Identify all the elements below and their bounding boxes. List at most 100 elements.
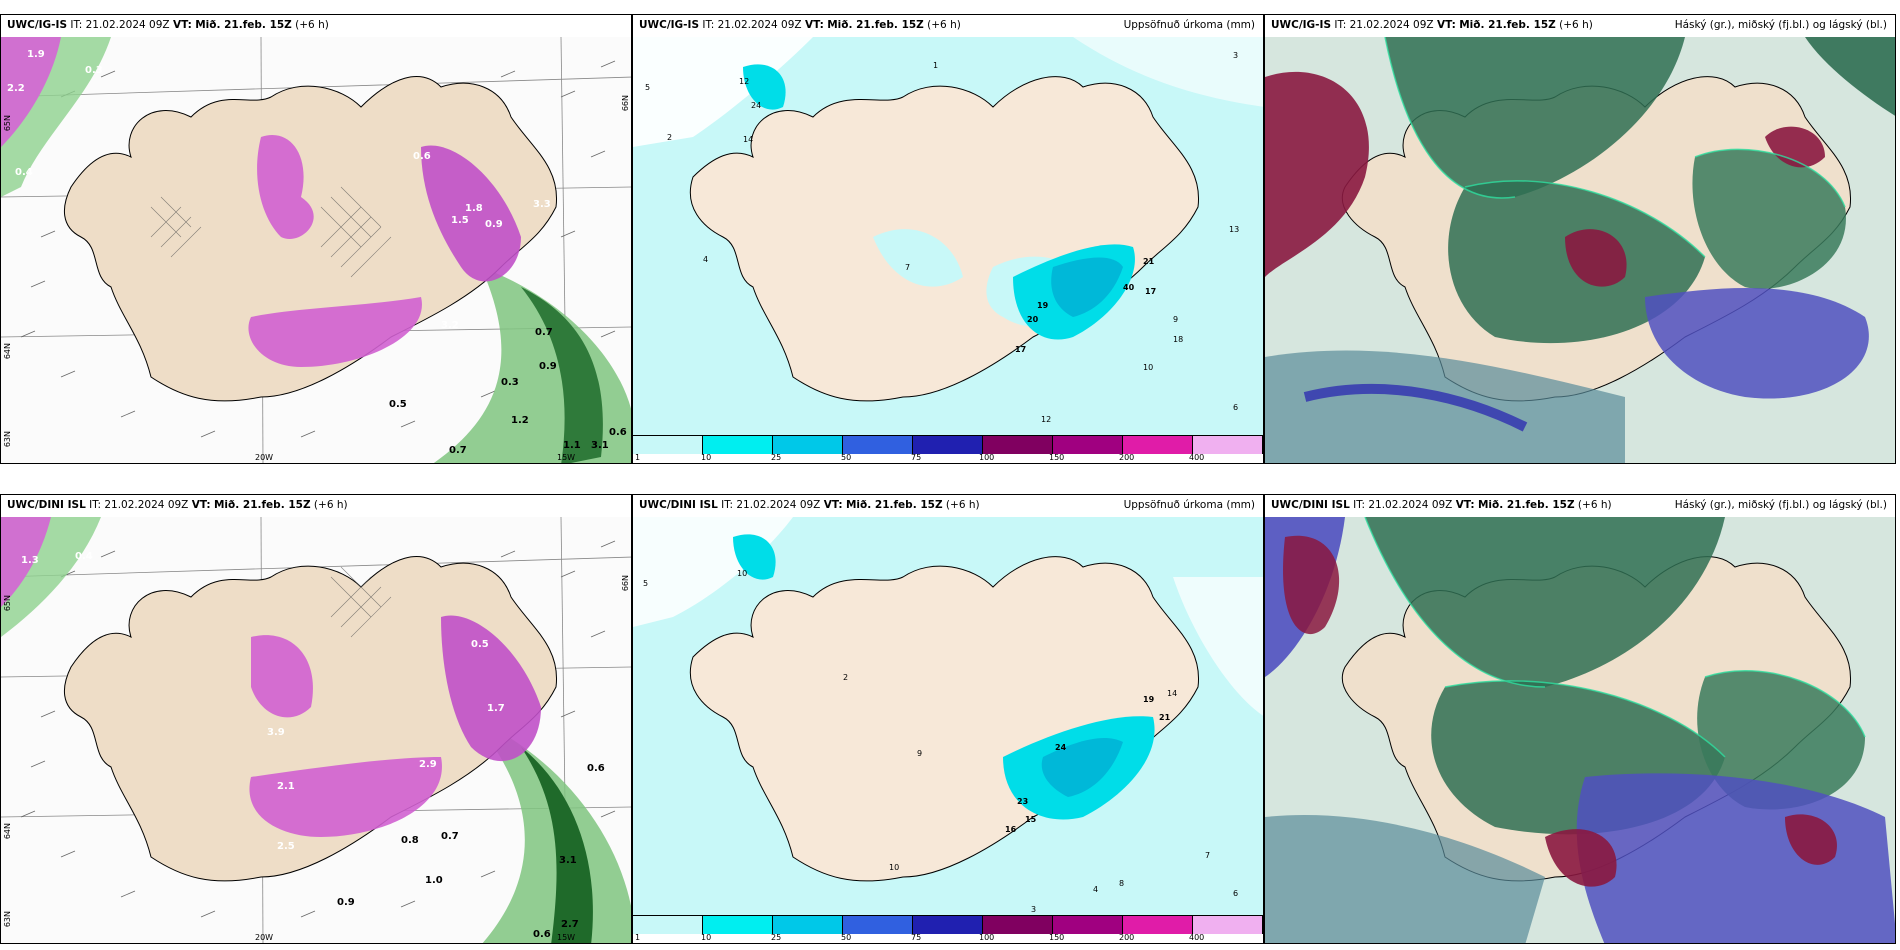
colorbar-tick: 75 [911,453,922,462]
init-time: IT: 21.02.2024 09Z [1334,19,1434,31]
panel-header: UWC/DINI ISL IT: 21.02.2024 09Z VT: Mið.… [1,495,631,517]
wind-precip-map [1,37,631,463]
wind-value-label: 0.5 [389,399,407,410]
precip-value-label: 21 [1159,713,1171,722]
precip-value-label: 10 [1143,363,1154,372]
precip-value-label: 17 [1145,287,1157,296]
map-title: Háský (gr.), miðský (fj.bl.) og lágský (… [1674,19,1887,31]
wind-value-label: 0.4 [15,167,33,178]
colorbar-swatch [1053,436,1123,454]
precip-value-label: 18 [1173,335,1184,344]
wind-value-label: 3.3 [533,199,551,210]
lat-label: 66N [621,575,630,592]
colorbar-swatch [773,916,843,934]
wind-map-panel-dini: UWC/DINI ISL IT: 21.02.2024 09Z VT: Mið.… [0,494,632,944]
colorbar-tick: 200 [1119,453,1135,462]
precip-value-label: 3 [1031,905,1037,914]
colorbar-tick: 100 [979,933,995,942]
lat-label: 63N [3,431,12,448]
precip-value-label: 10 [737,569,748,578]
colorbar-swatch [1123,916,1193,934]
colorbar-tick: 200 [1119,933,1135,942]
precip-value-label: 23 [1017,797,1029,806]
precip-value-label: 3 [1233,51,1239,60]
lead-time: (+6 h) [927,19,961,31]
wind-value-label: 1.7 [487,703,505,714]
lat-label: 66N [621,95,630,112]
map-title: Uppsöfnuð úrkoma (mm) [1123,19,1255,31]
precip-value-label: 20 [1027,315,1039,324]
wind-value-label: 1.0 [425,875,443,886]
lon-label: 15W [557,933,576,942]
valid-time: Mið. 21.feb. 15Z [1459,19,1556,31]
valid-time: Mið. 21.feb. 15Z [195,19,292,31]
init-time: IT: 21.02.2024 09Z [70,19,170,31]
wind-value-label: 0.5 [471,639,489,650]
colorbar-tick: 50 [841,933,852,942]
lon-label: 20W [255,933,274,942]
precip-value-label: 4 [1093,885,1099,894]
precip-value-label: 9 [917,749,923,758]
panel-header: UWC/IG-IS IT: 21.02.2024 09Z VT: Mið. 21… [633,15,1263,37]
colorbar-swatch [703,916,773,934]
cloud-cover-map [1265,37,1895,463]
precip-value-label: 19 [1037,301,1049,310]
precip-value-label: 13 [1229,225,1240,234]
lon-label: 15W [557,453,576,462]
lat-label: 65N [3,595,12,612]
lead-time: (+6 h) [1577,499,1612,511]
precip-map [633,37,1263,435]
cloud-map-panel-dini: UWC/DINI ISL IT: 21.02.2024 09Z VT: Mið.… [1264,494,1896,944]
precip-value-label: 10 [889,863,900,872]
valid-time: Mið. 21.feb. 15Z [1477,499,1575,511]
precip-value-label: 8 [1119,879,1125,888]
valid-time-label: VT: [823,499,843,511]
wind-value-label: 2.5 [277,841,295,852]
valid-time-label: VT: [191,499,211,511]
wind-value-label: 0.6 [609,427,627,438]
colorbar-tick: 150 [1049,933,1065,942]
panel-header: UWC/IG-IS IT: 21.02.2024 09Z VT: Mið. 21… [1,15,631,37]
cloud-map-panel-igis: UWC/IG-IS IT: 21.02.2024 09Z VT: Mið. 21… [1264,14,1896,464]
valid-time-label: VT: [804,19,824,31]
precip-map-panel-dini: UWC/DINI ISL IT: 21.02.2024 09Z VT: Mið.… [632,494,1264,944]
wind-value-label: 1.9 [27,49,45,60]
wind-value-label: 0.7 [441,831,459,842]
precip-value-label: 14 [743,135,754,144]
valid-time-label: VT: [1436,19,1456,31]
colorbar-swatch [633,436,703,454]
wind-value-label: 0.3 [85,65,103,76]
model-label: UWC/IG-IS [639,19,700,31]
precip-value-label: 7 [905,263,911,272]
colorbar-tick: 10 [701,453,712,462]
wind-value-label: 2.2 [7,83,25,94]
wind-value-label: 0.9 [337,897,355,908]
wind-value-label: 0.7 [535,327,553,338]
iceland-land [63,556,558,882]
colorbar-ticks: 1 10 25 50 75 100 150 200 400 [633,453,1263,463]
precip-map [633,517,1263,915]
precip-value-label: 4 [703,255,709,264]
colorbar-swatch [1193,436,1263,454]
wind-value-label: 0.6 [587,763,605,774]
lead-time: (+6 h) [1559,19,1593,31]
precip-value-label: 19 [1143,695,1155,704]
wind-value-label: 1.2 [511,415,529,426]
colorbar-swatch [913,916,983,934]
precip-value-label: 7 [1205,851,1211,860]
colorbar-tick: 25 [771,933,782,942]
wind-value-label: 1.5 [451,215,469,226]
iceland-land [689,76,1200,402]
wind-value-label: 3.1 [559,855,577,866]
colorbar-swatch [1193,916,1263,934]
wind-precip-map [1,517,631,943]
wind-value-label: 0.8 [401,835,419,846]
init-time: IT: 21.02.2024 09Z [721,499,821,511]
colorbar-tick: 150 [1049,453,1065,462]
precip-value-label: 6 [1233,889,1239,898]
colorbar-swatch [1053,916,1123,934]
precip-value-label: 2 [843,673,849,682]
wind-value-label: 1.8 [465,203,483,214]
panel-header: UWC/DINI ISL IT: 21.02.2024 09Z VT: Mið.… [1265,495,1895,517]
precip-map-panel-igis: UWC/IG-IS IT: 21.02.2024 09Z VT: Mið. 21… [632,14,1264,464]
